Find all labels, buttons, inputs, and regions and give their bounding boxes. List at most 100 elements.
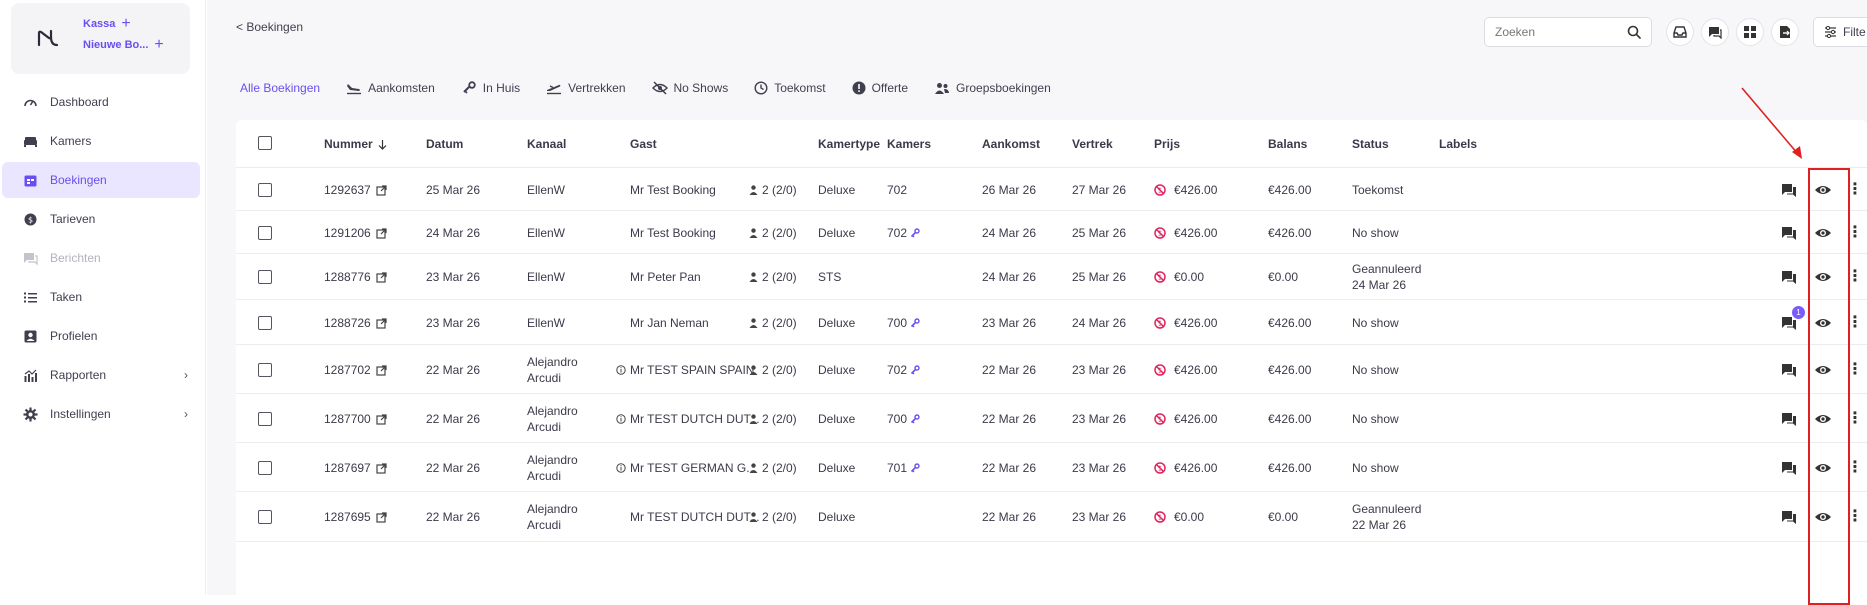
column-header-nummer[interactable]: Nummer (324, 136, 387, 152)
sidebar-item-dashboard[interactable]: Dashboard (2, 84, 200, 120)
view-eye-icon[interactable] (1813, 458, 1833, 478)
booking-number[interactable]: 1288726 (324, 315, 387, 331)
booking-number[interactable]: 1287702 (324, 362, 387, 378)
tab-offerte[interactable]: Offerte (852, 78, 908, 98)
column-header-aankomst[interactable]: Aankomst (982, 136, 1040, 152)
booking-number[interactable]: 1292637 (324, 182, 387, 198)
row-checkbox[interactable] (258, 270, 272, 284)
view-eye-icon[interactable] (1813, 267, 1833, 287)
back-link[interactable]: < Boekingen (236, 20, 304, 34)
more-options-icon[interactable]: ⋮ (1847, 361, 1863, 378)
sidebar-item-boekingen[interactable]: Boekingen (2, 162, 200, 198)
more-options-icon[interactable]: ⋮ (1847, 314, 1863, 331)
column-header-prijs[interactable]: Prijs (1154, 136, 1180, 152)
view-eye-icon[interactable] (1813, 180, 1833, 200)
message-icon[interactable] (1779, 223, 1799, 243)
export-icon[interactable] (1771, 18, 1799, 46)
row-checkbox[interactable] (258, 226, 272, 240)
chat-icon[interactable] (1701, 18, 1729, 46)
table-row[interactable]: 1292637 25 Mar 26 EllenW Mr Test Booking 2 (… (236, 168, 1867, 211)
external-link-icon[interactable] (376, 511, 387, 523)
table-row[interactable]: 1288776 23 Mar 26 EllenW Mr Peter Pan 2 (2/0… (236, 254, 1867, 300)
more-options-icon[interactable]: ⋮ (1847, 508, 1863, 525)
row-checkbox[interactable] (258, 510, 272, 524)
filter-button[interactable]: Filte (1813, 17, 1867, 47)
row-checkbox[interactable] (258, 363, 272, 377)
booking-number[interactable]: 1288776 (324, 269, 387, 285)
message-icon[interactable] (1779, 267, 1799, 287)
select-all-checkbox[interactable] (258, 136, 272, 150)
booking-number[interactable]: 1291206 (324, 225, 387, 241)
tab-vertrekken[interactable]: Vertrekken (546, 78, 626, 98)
more-options-icon[interactable]: ⋮ (1847, 410, 1863, 427)
row-checkbox[interactable] (258, 412, 272, 426)
guest-name[interactable]: Mr Jan Neman (630, 315, 709, 331)
guest-name[interactable]: Mr Peter Pan (630, 269, 701, 285)
table-row[interactable]: 1291206 24 Mar 26 EllenW Mr Test Booking 2 (… (236, 211, 1867, 254)
external-link-icon[interactable] (376, 462, 387, 474)
message-icon[interactable] (1779, 409, 1799, 429)
column-header-labels[interactable]: Labels (1439, 136, 1477, 152)
guest-name[interactable]: Mr TEST DUTCH DUT... (616, 411, 760, 427)
view-eye-icon[interactable] (1813, 313, 1833, 333)
message-icon[interactable] (1779, 180, 1799, 200)
message-icon[interactable] (1779, 360, 1799, 380)
message-icon[interactable]: 1 (1779, 306, 1805, 333)
view-eye-icon[interactable] (1813, 360, 1833, 380)
column-header-vertrek[interactable]: Vertrek (1072, 136, 1113, 152)
column-header-datum[interactable]: Datum (426, 136, 463, 152)
guest-name[interactable]: Mr TEST GERMAN G... (616, 460, 756, 476)
more-options-icon[interactable]: ⋮ (1847, 224, 1863, 241)
tab-alle-boekingen[interactable]: Alle Boekingen (240, 78, 320, 98)
message-icon[interactable] (1779, 458, 1799, 478)
search-box[interactable] (1484, 17, 1652, 47)
inbox-icon[interactable] (1666, 18, 1694, 46)
more-options-icon[interactable]: ⋮ (1847, 268, 1863, 285)
booking-number[interactable]: 1287700 (324, 411, 387, 427)
sidebar-item-kamers[interactable]: Kamers (2, 123, 200, 159)
view-eye-icon[interactable] (1813, 409, 1833, 429)
grid-icon[interactable] (1736, 18, 1764, 46)
tab-toekomst[interactable]: Toekomst (754, 78, 826, 98)
table-row[interactable]: 1287697 22 Mar 26 Alejandro Arcudi Mr TEST G… (236, 443, 1867, 492)
message-icon[interactable] (1779, 507, 1799, 527)
search-icon[interactable] (1627, 25, 1641, 39)
external-link-icon[interactable] (376, 364, 387, 376)
more-options-icon[interactable]: ⋮ (1847, 181, 1863, 198)
column-header-status[interactable]: Status (1352, 136, 1389, 152)
sidebar-item-profielen[interactable]: Profielen (2, 318, 200, 354)
guest-name[interactable]: Mr Test Booking (630, 182, 716, 198)
view-eye-icon[interactable] (1813, 223, 1833, 243)
external-link-icon[interactable] (376, 184, 387, 196)
column-header-kanaal[interactable]: Kanaal (527, 136, 566, 152)
column-header-balans[interactable]: Balans (1268, 136, 1307, 152)
booking-number[interactable]: 1287697 (324, 460, 387, 476)
view-eye-icon[interactable] (1813, 507, 1833, 527)
tab-groepsboekingen[interactable]: Groepsboekingen (934, 78, 1051, 98)
new-booking-button[interactable]: Nieuwe Bo... + (83, 37, 164, 53)
external-link-icon[interactable] (376, 413, 387, 425)
external-link-icon[interactable] (376, 317, 387, 329)
table-row[interactable]: 1287700 22 Mar 26 Alejandro Arcudi Mr TEST D… (236, 394, 1867, 443)
booking-number[interactable]: 1287695 (324, 509, 387, 525)
column-header-kamertype[interactable]: Kamertype (818, 136, 880, 152)
tab-aankomsten[interactable]: Aankomsten (346, 78, 435, 98)
row-checkbox[interactable] (258, 461, 272, 475)
row-checkbox[interactable] (258, 316, 272, 330)
sidebar-item-taken[interactable]: Taken (2, 279, 200, 315)
kassa-button[interactable]: Kassa + (83, 16, 131, 32)
guest-name[interactable]: Mr Test Booking (630, 225, 716, 241)
column-header-gast[interactable]: Gast (630, 136, 657, 152)
table-row[interactable]: 1287702 22 Mar 26 Alejandro Arcudi Mr TEST S… (236, 345, 1867, 394)
column-header-kamers[interactable]: Kamers (887, 136, 931, 152)
guest-name[interactable]: Mr TEST DUTCH DUT... (630, 509, 760, 525)
external-link-icon[interactable] (376, 227, 387, 239)
row-checkbox[interactable] (258, 183, 272, 197)
search-input[interactable] (1495, 25, 1625, 39)
tab-in-huis[interactable]: In Huis (461, 78, 520, 98)
guest-name[interactable]: Mr TEST SPAIN SPAIN (616, 362, 754, 378)
more-options-icon[interactable]: ⋮ (1847, 459, 1863, 476)
sidebar-item-tarieven[interactable]: $ Tarieven (2, 201, 200, 237)
table-row[interactable]: 1287695 22 Mar 26 Alejandro Arcudi Mr TEST D… (236, 492, 1867, 542)
tab-no-shows[interactable]: No Shows (651, 78, 728, 98)
